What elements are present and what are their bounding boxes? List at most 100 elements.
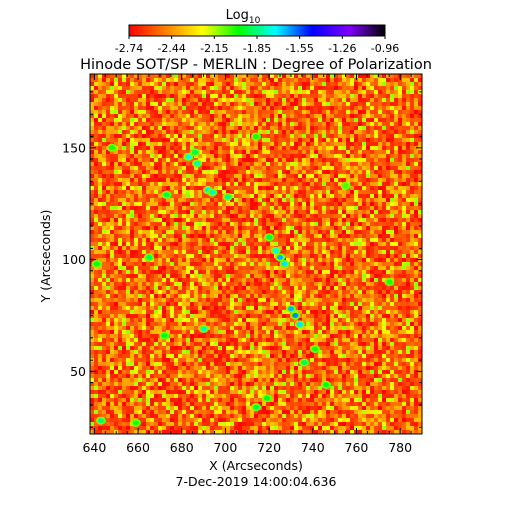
heatmap-cell (250, 170, 254, 174)
heatmap-cell (186, 290, 190, 294)
heatmap-cell (358, 210, 362, 214)
heatmap-cell (354, 310, 358, 314)
heatmap-cell (298, 170, 302, 174)
heatmap-cell (150, 94, 154, 98)
heatmap-cell (118, 198, 122, 202)
heatmap-cell (310, 214, 314, 218)
heatmap-cell (98, 122, 102, 126)
heatmap-cell (186, 206, 190, 210)
heatmap-cell (370, 190, 374, 194)
heatmap-cell (154, 94, 158, 98)
heatmap-cell (378, 134, 382, 138)
heatmap-cell (170, 182, 174, 186)
heatmap-cell (374, 154, 378, 158)
heatmap-cell (242, 206, 246, 210)
heatmap-cell (242, 294, 246, 298)
heatmap-cell (298, 118, 302, 122)
heatmap-cell (242, 154, 246, 158)
heatmap-cell (174, 106, 178, 110)
heatmap-cell (390, 158, 394, 162)
heatmap-cell (134, 218, 138, 222)
heatmap-cell (318, 110, 322, 114)
heatmap-cell (402, 158, 406, 162)
heatmap-cell (370, 242, 374, 246)
heatmap-cell (274, 118, 278, 122)
heatmap-cell (310, 254, 314, 258)
heatmap-cell (350, 294, 354, 298)
heatmap-cell (158, 114, 162, 118)
heatmap-cell (106, 254, 110, 258)
heatmap-cell (162, 258, 166, 262)
heatmap-cell (358, 226, 362, 230)
heatmap-cell (266, 86, 270, 90)
heatmap-cell (398, 238, 402, 242)
heatmap-cell (290, 226, 294, 230)
heatmap-cell (402, 142, 406, 146)
heatmap-cell (98, 194, 102, 198)
heatmap-cell (322, 238, 326, 242)
heatmap-cell (278, 298, 282, 302)
heatmap-cell (202, 310, 206, 314)
heatmap-cell (310, 206, 314, 210)
heatmap-cell (142, 122, 146, 126)
heatmap-cell (274, 282, 278, 286)
heatmap-cell (358, 250, 362, 254)
heatmap-cell (138, 286, 142, 290)
heatmap-cell (222, 106, 226, 110)
heatmap-cell (182, 230, 186, 234)
heatmap-cell (346, 166, 350, 170)
heatmap-cell (174, 186, 178, 190)
heatmap-cell (198, 282, 202, 286)
heatmap-cell (230, 94, 234, 98)
heatmap-cell (226, 146, 230, 150)
heatmap-cell (122, 214, 126, 218)
heatmap-cell (226, 278, 230, 282)
heatmap-cell (286, 122, 290, 126)
heatmap-cell (298, 142, 302, 146)
heatmap-cell (166, 230, 170, 234)
heatmap-cell (394, 122, 398, 126)
heatmap-cell (254, 286, 258, 290)
heatmap-cell (262, 258, 266, 262)
heatmap-cell (394, 274, 398, 278)
heatmap-cell (290, 274, 294, 278)
heatmap-cell (118, 102, 122, 106)
heatmap-cell (94, 290, 98, 294)
heatmap-cell (414, 190, 418, 194)
heatmap-cell (178, 138, 182, 142)
heatmap-cell (390, 194, 394, 198)
heatmap-cell (314, 194, 318, 198)
heatmap-cell (170, 202, 174, 206)
heatmap-cell (170, 162, 174, 166)
heatmap-cell (170, 94, 174, 98)
heatmap-cell (322, 98, 326, 102)
heatmap-cell (262, 94, 266, 98)
heatmap-cell (314, 222, 318, 226)
heatmap-cell (310, 310, 314, 314)
heatmap-cell (246, 178, 250, 182)
heatmap-cell (354, 98, 358, 102)
heatmap-cell (274, 126, 278, 130)
heatmap-cell (106, 98, 110, 102)
heatmap-cell (122, 302, 126, 306)
heatmap-cell (226, 302, 230, 306)
heatmap-cell (262, 174, 266, 178)
heatmap-cell (210, 98, 214, 102)
heatmap-cell (146, 146, 150, 150)
heatmap-cell (410, 102, 414, 106)
heatmap-cell (130, 214, 134, 218)
heatmap-cell (410, 270, 414, 274)
heatmap-cell (246, 182, 250, 186)
heatmap-cell (218, 298, 222, 302)
heatmap-cell (278, 206, 282, 210)
heatmap-cell (158, 106, 162, 110)
heatmap-cell (130, 118, 134, 122)
heatmap-cell (110, 290, 114, 294)
heatmap-cell (378, 198, 382, 202)
heatmap-cell (242, 174, 246, 178)
heatmap-cell (186, 270, 190, 274)
heatmap-cell (318, 206, 322, 210)
heatmap-cell (154, 82, 158, 86)
heatmap-cell (266, 94, 270, 98)
heatmap-cell (134, 270, 138, 274)
